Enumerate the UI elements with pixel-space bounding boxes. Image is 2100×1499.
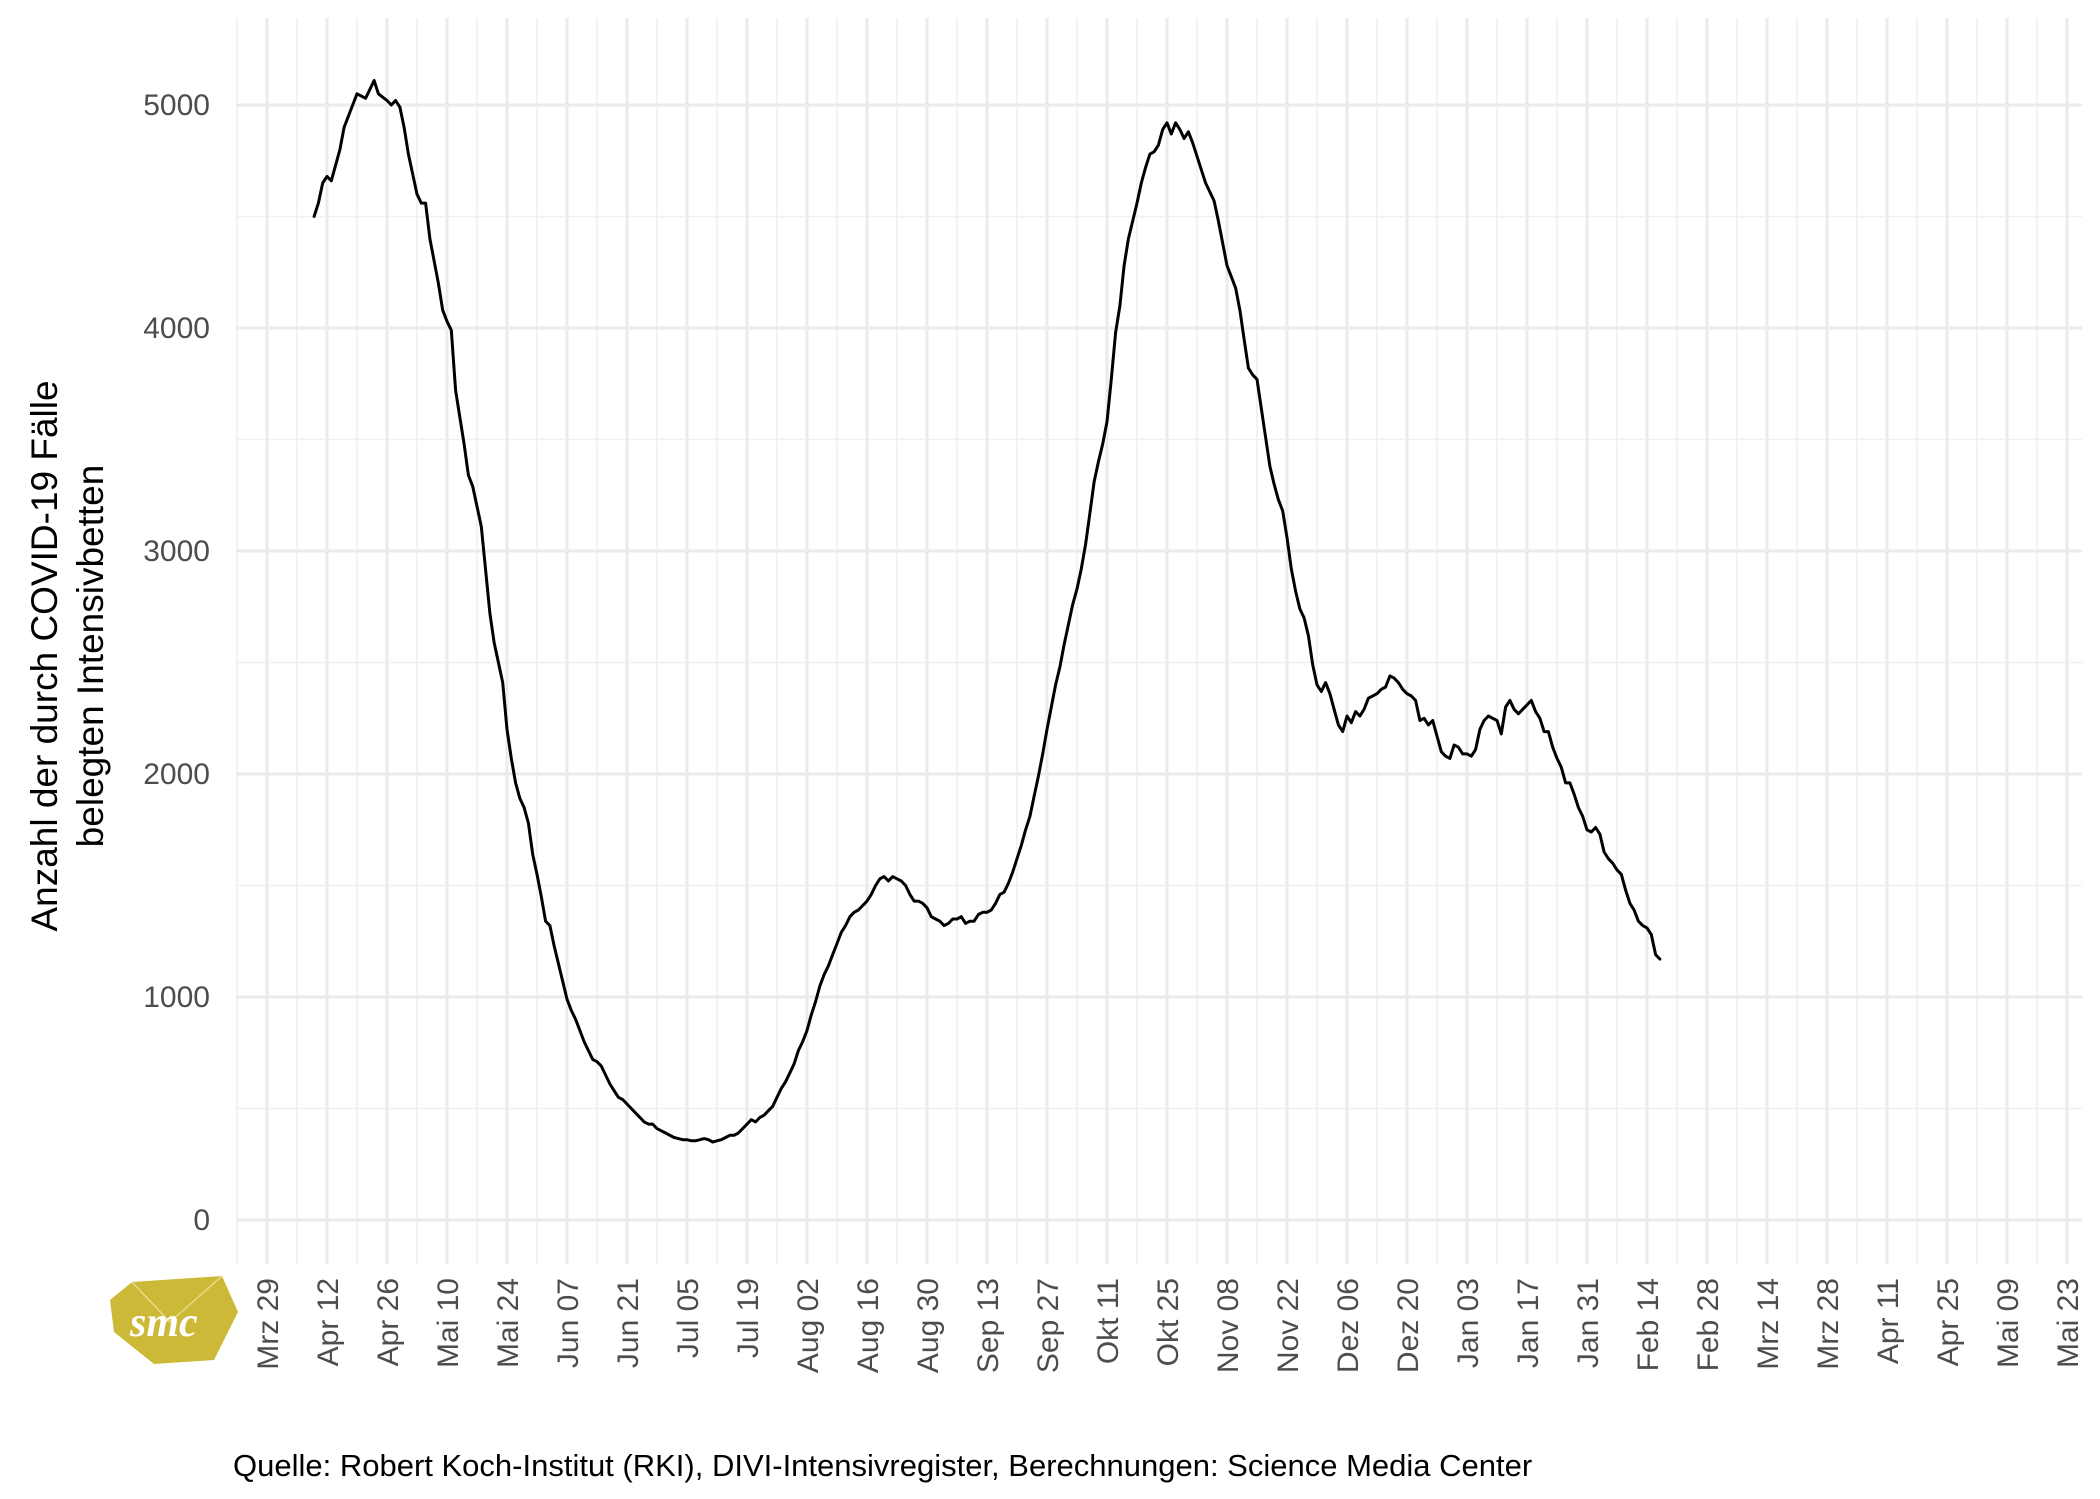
y-tick-label: 2000 bbox=[143, 758, 210, 791]
x-tick-label: Dez 20 bbox=[1392, 1278, 1425, 1373]
x-tick-label: Nov 22 bbox=[1272, 1278, 1305, 1373]
plot-area bbox=[312, 79, 1662, 1144]
x-tick-label: Mai 23 bbox=[2052, 1278, 2085, 1368]
major-grid bbox=[236, 18, 2082, 1264]
x-tick-label: Nov 08 bbox=[1212, 1278, 1245, 1373]
x-tick-label: Mai 09 bbox=[1992, 1278, 2025, 1368]
x-tick-label: Sep 27 bbox=[1032, 1278, 1065, 1373]
y-axis-label: Anzahl der durch COVID-19 Fälle belegten… bbox=[24, 380, 111, 931]
x-tick-label: Mai 10 bbox=[432, 1278, 465, 1368]
x-tick-label: Mrz 14 bbox=[1752, 1278, 1785, 1370]
x-tick-label: Mai 24 bbox=[492, 1278, 525, 1368]
logo-text: smc bbox=[129, 1300, 198, 1346]
x-tick-label: Feb 28 bbox=[1692, 1278, 1725, 1371]
y-axis-label-line-2: belegten Intensivbetten bbox=[70, 465, 111, 848]
x-tick-label: Apr 12 bbox=[312, 1278, 345, 1366]
x-tick-label: Aug 30 bbox=[912, 1278, 945, 1373]
y-axis: 0 1000 2000 3000 4000 5000 bbox=[143, 89, 210, 1237]
series-line bbox=[312, 79, 1662, 1144]
x-tick-label: Sep 13 bbox=[972, 1278, 1005, 1373]
y-tick-label: 0 bbox=[193, 1204, 210, 1237]
x-tick-label: Jun 07 bbox=[552, 1278, 585, 1368]
x-tick-label: Jan 31 bbox=[1572, 1278, 1605, 1368]
y-tick-label: 3000 bbox=[143, 535, 210, 568]
x-tick-label: Jul 05 bbox=[672, 1278, 705, 1358]
y-tick-label: 4000 bbox=[143, 312, 210, 345]
x-tick-label: Apr 25 bbox=[1932, 1278, 1965, 1366]
x-tick-label: Jun 21 bbox=[612, 1278, 645, 1368]
logo-mesh bbox=[131, 1275, 223, 1324]
x-tick-label: Apr 11 bbox=[1872, 1278, 1905, 1364]
y-axis-label-line-1: Anzahl der durch COVID-19 Fälle bbox=[24, 380, 65, 931]
smc-logo: smc bbox=[110, 1275, 238, 1364]
x-tick-label: Jan 03 bbox=[1452, 1278, 1485, 1368]
minor-grid bbox=[236, 18, 2082, 1264]
y-tick-label: 1000 bbox=[143, 981, 210, 1014]
logo-polygon bbox=[110, 1276, 238, 1364]
x-tick-label: Mrz 29 bbox=[252, 1278, 285, 1370]
source-caption: Quelle: Robert Koch-Institut (RKI), DIVI… bbox=[233, 1448, 1533, 1483]
y-tick-label: 5000 bbox=[143, 89, 210, 122]
x-tick-label: Feb 14 bbox=[1632, 1278, 1665, 1371]
x-tick-label: Apr 26 bbox=[372, 1278, 405, 1366]
x-tick-label: Mrz 28 bbox=[1812, 1278, 1845, 1370]
x-tick-label: Jul 19 bbox=[732, 1278, 765, 1358]
x-tick-label: Jan 17 bbox=[1512, 1278, 1545, 1368]
x-tick-label: Okt 11 bbox=[1092, 1278, 1125, 1364]
x-tick-label: Okt 25 bbox=[1152, 1278, 1185, 1366]
x-tick-label: Aug 02 bbox=[792, 1278, 825, 1373]
x-tick-label: Aug 16 bbox=[852, 1278, 885, 1373]
x-axis: Mrz 29 Apr 12 Apr 26 Mai 10 Mai 24 Jun 07 Jun … bbox=[252, 1278, 2085, 1373]
x-tick-label: Dez 06 bbox=[1332, 1278, 1365, 1373]
